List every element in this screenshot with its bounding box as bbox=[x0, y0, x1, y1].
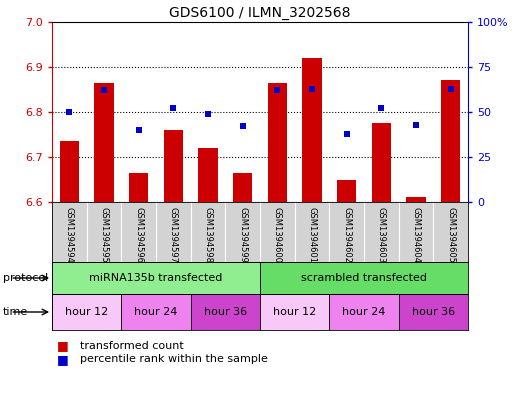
Text: hour 36: hour 36 bbox=[204, 307, 247, 317]
Bar bbox=[399, 294, 468, 330]
Text: hour 36: hour 36 bbox=[412, 307, 455, 317]
Bar bbox=[122, 294, 191, 330]
Bar bbox=[329, 294, 399, 330]
Text: GSM1394597: GSM1394597 bbox=[169, 207, 178, 263]
Bar bbox=[268, 83, 287, 202]
Bar bbox=[191, 294, 260, 330]
Point bbox=[204, 111, 212, 117]
Bar bbox=[233, 173, 252, 202]
Point bbox=[100, 87, 108, 94]
Point bbox=[308, 85, 316, 92]
Bar bbox=[199, 148, 218, 202]
Bar bbox=[52, 262, 260, 294]
Bar bbox=[52, 294, 122, 330]
Point bbox=[377, 105, 385, 112]
Bar bbox=[94, 83, 113, 202]
Bar bbox=[372, 123, 391, 202]
Title: GDS6100 / ILMN_3202568: GDS6100 / ILMN_3202568 bbox=[169, 6, 351, 20]
Text: time: time bbox=[3, 307, 28, 317]
Bar bbox=[260, 262, 468, 294]
Point bbox=[134, 127, 143, 133]
Text: GSM1394599: GSM1394599 bbox=[238, 207, 247, 263]
Text: GSM1394602: GSM1394602 bbox=[342, 207, 351, 263]
Point bbox=[273, 87, 282, 94]
Point bbox=[412, 121, 420, 128]
Bar bbox=[60, 141, 79, 202]
Bar bbox=[129, 173, 148, 202]
Bar bbox=[164, 130, 183, 202]
Text: protocol: protocol bbox=[3, 273, 48, 283]
Text: hour 24: hour 24 bbox=[134, 307, 177, 317]
Text: ■: ■ bbox=[57, 353, 69, 366]
Text: GSM1394604: GSM1394604 bbox=[411, 207, 421, 263]
Text: GSM1394594: GSM1394594 bbox=[65, 207, 74, 263]
Text: GSM1394598: GSM1394598 bbox=[204, 207, 212, 263]
Text: hour 12: hour 12 bbox=[273, 307, 317, 317]
Bar bbox=[337, 180, 356, 202]
Text: GSM1394596: GSM1394596 bbox=[134, 207, 143, 263]
Point bbox=[169, 105, 177, 112]
Bar bbox=[260, 294, 329, 330]
Text: ■: ■ bbox=[57, 339, 69, 352]
Text: GSM1394601: GSM1394601 bbox=[307, 207, 317, 263]
Point bbox=[65, 109, 73, 115]
Text: GSM1394595: GSM1394595 bbox=[100, 207, 109, 263]
Text: GSM1394603: GSM1394603 bbox=[377, 207, 386, 263]
Text: percentile rank within the sample: percentile rank within the sample bbox=[80, 354, 268, 364]
Bar bbox=[406, 198, 425, 202]
Text: GSM1394605: GSM1394605 bbox=[446, 207, 455, 263]
Point bbox=[239, 123, 247, 130]
Text: hour 24: hour 24 bbox=[342, 307, 386, 317]
Bar bbox=[303, 58, 322, 202]
Bar bbox=[441, 81, 460, 202]
Text: hour 12: hour 12 bbox=[65, 307, 108, 317]
Text: GSM1394600: GSM1394600 bbox=[273, 207, 282, 263]
Point bbox=[446, 85, 455, 92]
Text: transformed count: transformed count bbox=[80, 341, 184, 351]
Text: miRNA135b transfected: miRNA135b transfected bbox=[89, 273, 223, 283]
Text: scrambled transfected: scrambled transfected bbox=[301, 273, 427, 283]
Point bbox=[343, 130, 351, 137]
